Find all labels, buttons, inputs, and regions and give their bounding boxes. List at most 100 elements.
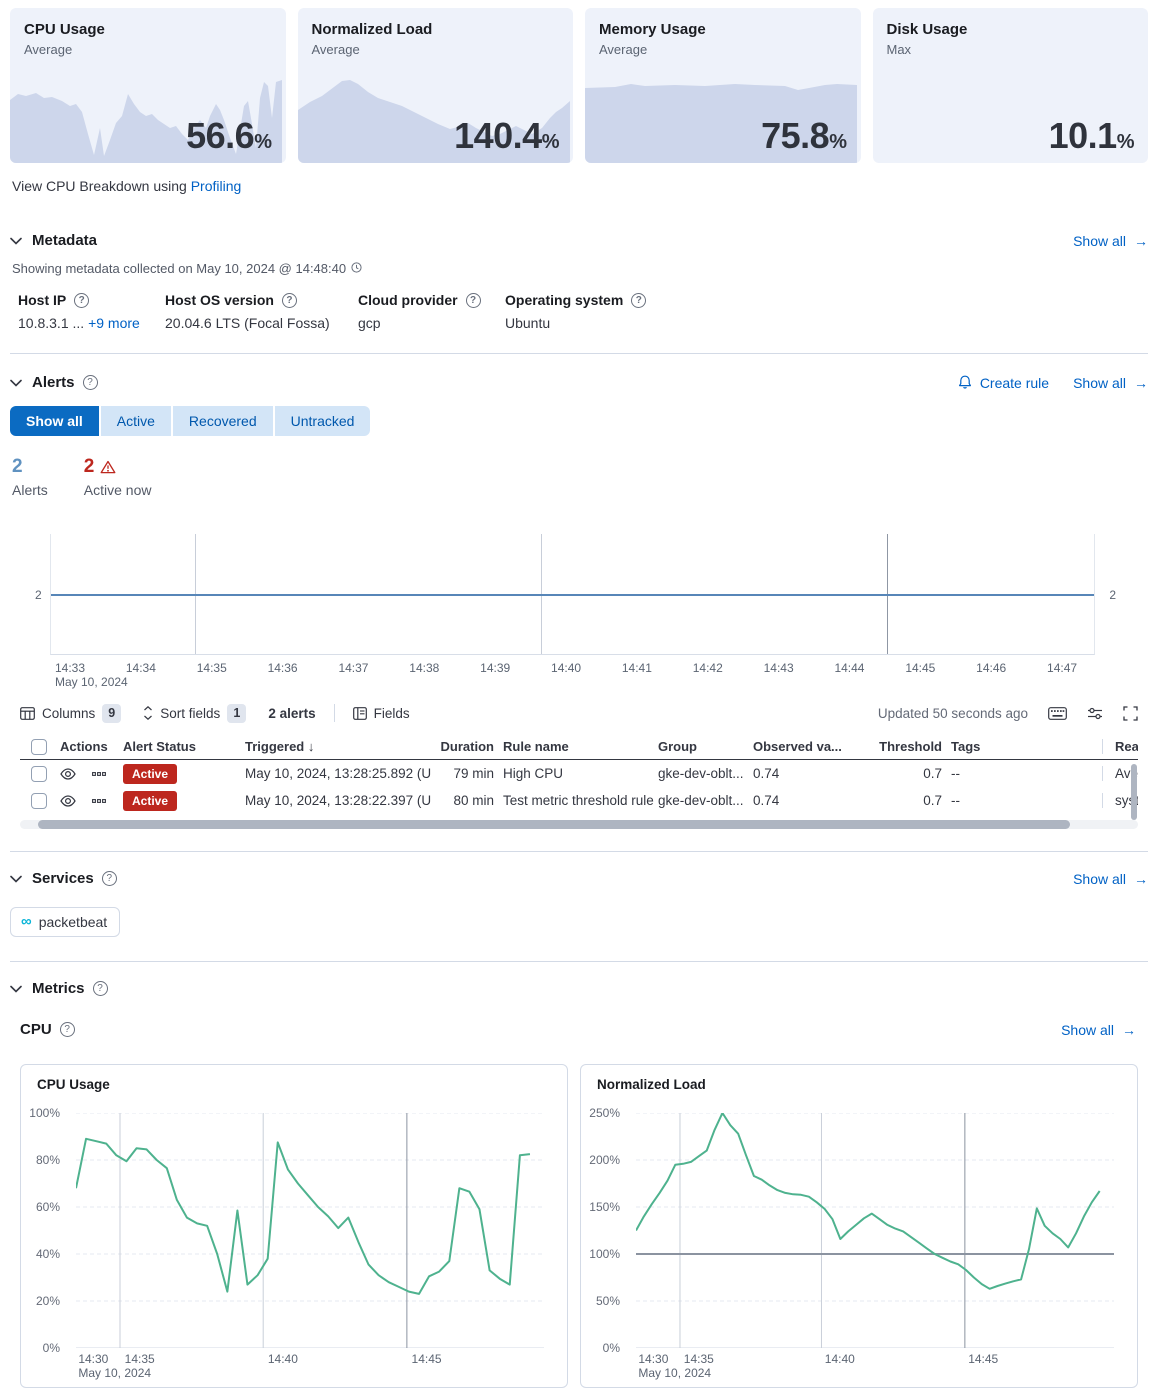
cell-triggered: May 10, 2024, 13:28:22.397 (U: [245, 793, 432, 808]
y-tick-label: 200%: [589, 1153, 620, 1167]
profiling-link[interactable]: Profiling: [190, 178, 242, 194]
normalized-load-line-chart: [636, 1113, 1114, 1348]
y-tick-label: 20%: [35, 1294, 60, 1308]
cpu-usage-chart-panel[interactable]: CPU Usage 100% 80% 60% 40% 20% 0% 14:30 May 10…: [20, 1064, 568, 1388]
keyboard-shortcuts-icon[interactable]: [1048, 706, 1067, 720]
fullscreen-icon[interactable]: [1123, 705, 1138, 721]
table-horizontal-scrollbar-track: [20, 820, 1138, 829]
x-tick-label: 14:45: [411, 1352, 442, 1366]
row-checkbox[interactable]: [31, 792, 47, 809]
kpi-subtitle: Average: [24, 42, 73, 57]
table-horizontal-scrollbar[interactable]: [38, 820, 1070, 829]
create-rule-link[interactable]: Create rule: [958, 375, 1049, 391]
kpi-card-memory-usage[interactable]: Memory Usage Average 75.8%: [585, 8, 861, 163]
x-tick-label: 14:35: [683, 1352, 714, 1366]
header-duration[interactable]: Duration: [440, 739, 494, 754]
cell-threshold: 0.7: [923, 766, 942, 781]
alerts-show-all-link[interactable]: Show all →: [1073, 374, 1148, 391]
profiling-note: View CPU Breakdown using Profiling: [12, 178, 242, 194]
x-tick-label: 14:30 May 10, 2024: [78, 1352, 152, 1380]
sort-count-badge: 1: [227, 703, 247, 723]
help-icon[interactable]: ?: [281, 292, 297, 308]
help-icon[interactable]: ?: [74, 292, 90, 308]
host-ip-more-link[interactable]: +9 more: [88, 315, 140, 331]
header-group[interactable]: Group: [658, 739, 697, 754]
more-actions-icon[interactable]: [92, 798, 106, 803]
cell-duration: 79 min: [453, 766, 494, 781]
metrics-help-icon[interactable]: ?: [92, 981, 108, 996]
metadata-show-all-link[interactable]: Show all →: [1073, 232, 1148, 249]
header-rule-name[interactable]: Rule name: [503, 739, 569, 754]
sort-desc-icon: ↓: [307, 739, 315, 754]
sort-icon: [144, 706, 153, 720]
kpi-subtitle: Max: [886, 42, 912, 57]
metrics-collapse-chevron-icon[interactable]: [10, 985, 22, 993]
timeline-x-tick-label: 14:33 May 10, 2024: [55, 661, 128, 689]
y-tick-label: 50%: [595, 1294, 620, 1308]
more-actions-icon[interactable]: [92, 771, 106, 776]
header-triggered[interactable]: Triggered ↓: [245, 739, 315, 754]
bell-icon: [958, 375, 971, 389]
filter-tab-active[interactable]: Active: [100, 406, 171, 436]
header-observed-value[interactable]: Observed va...: [753, 739, 842, 754]
metrics-show-all-link[interactable]: Show all →: [1061, 1021, 1136, 1038]
y-tick-label: 100%: [589, 1247, 620, 1261]
normalized-load-chart-panel[interactable]: Normalized Load 250% 200% 150% 100% 50% 0% 14…: [580, 1064, 1138, 1388]
metadata-collapse-chevron-icon[interactable]: [10, 237, 22, 245]
alerts-timeline-chart[interactable]: 2 2 14:33 May 10, 2024 14:34 14:35 14:36 14:3…: [10, 534, 1148, 694]
help-icon[interactable]: ?: [465, 292, 481, 308]
cell-threshold: 0.7: [923, 793, 942, 808]
alert-table-row[interactable]: Active May 10, 2024, 13:28:25.892 (U 79 …: [20, 760, 1138, 787]
header-alert-status[interactable]: Alert Status: [123, 739, 196, 754]
services-collapse-chevron-icon[interactable]: [10, 875, 22, 883]
kpi-title: CPU Usage: [24, 21, 105, 38]
header-reason[interactable]: Rea: [1102, 739, 1138, 754]
row-checkbox[interactable]: [31, 765, 47, 782]
cpu-sparkline-chart: [10, 80, 282, 163]
memory-sparkline-chart: [585, 84, 857, 163]
service-chip-packetbeat[interactable]: ∞ packetbeat: [10, 907, 121, 937]
kpi-value: 56.6%: [186, 115, 272, 156]
clock-icon: [351, 262, 362, 273]
help-icon[interactable]: ?: [631, 292, 647, 308]
filter-tab-show-all[interactable]: Show all: [10, 406, 99, 436]
alerts-help-icon[interactable]: ?: [82, 375, 98, 390]
metadata-collected-text: Showing metadata collected on May 10, 20…: [10, 261, 1148, 276]
kpi-card-normalized-load[interactable]: Normalized Load Average 140.4%: [297, 8, 573, 163]
view-alert-eye-icon[interactable]: [60, 767, 76, 780]
kpi-title: Memory Usage: [599, 21, 706, 38]
cpu-help-icon[interactable]: ?: [59, 1022, 75, 1037]
kpi-card-disk-usage[interactable]: Disk Usage Max 10.1%: [872, 8, 1148, 163]
section-divider: [10, 851, 1148, 852]
header-threshold[interactable]: Threshold: [879, 739, 942, 754]
timeline-alert-count-line: [51, 594, 1094, 596]
y-axis-ticks: 250% 200% 150% 100% 50% 0%: [581, 1106, 628, 1355]
view-alert-eye-icon[interactable]: [60, 794, 76, 807]
services-show-all-link[interactable]: Show all →: [1073, 870, 1148, 887]
filter-tab-untracked[interactable]: Untracked: [274, 406, 371, 436]
select-all-checkbox[interactable]: [31, 738, 47, 755]
y-tick-label: 40%: [35, 1247, 60, 1261]
alerts-table: Actions Alert Status Triggered ↓ Duratio…: [20, 734, 1138, 820]
services-help-icon[interactable]: ?: [101, 871, 117, 886]
columns-button[interactable]: Columns 9: [20, 703, 122, 723]
header-actions[interactable]: Actions: [60, 739, 108, 754]
fields-button[interactable]: Fields: [352, 706, 410, 721]
filter-tab-recovered[interactable]: Recovered: [172, 406, 273, 436]
cpu-usage-line-chart: [76, 1113, 544, 1348]
alerts-collapse-chevron-icon[interactable]: [10, 379, 22, 387]
header-tags[interactable]: Tags: [951, 739, 981, 754]
kpi-card-cpu-usage[interactable]: CPU Usage Average 56.6%: [10, 8, 286, 163]
alert-table-row[interactable]: Active May 10, 2024, 13:28:22.397 (U 80 …: [20, 787, 1138, 814]
timeline-x-tick-label: 14:41: [621, 661, 652, 675]
y-axis-ticks: 100% 80% 60% 40% 20% 0%: [21, 1106, 68, 1355]
display-options-icon[interactable]: [1087, 707, 1103, 720]
cell-triggered: May 10, 2024, 13:28:25.892 (U: [245, 766, 432, 781]
chart-title: Normalized Load: [597, 1077, 706, 1092]
active-now-stat: 2 Active now: [83, 456, 152, 498]
table-vertical-scrollbar[interactable]: [1131, 764, 1137, 820]
alert-status-filter-group: Show all Active Recovered Untracked: [10, 406, 371, 436]
y-tick-label: 150%: [589, 1200, 620, 1214]
sort-fields-button[interactable]: Sort fields 1: [143, 703, 247, 723]
fields-icon: [352, 706, 367, 720]
